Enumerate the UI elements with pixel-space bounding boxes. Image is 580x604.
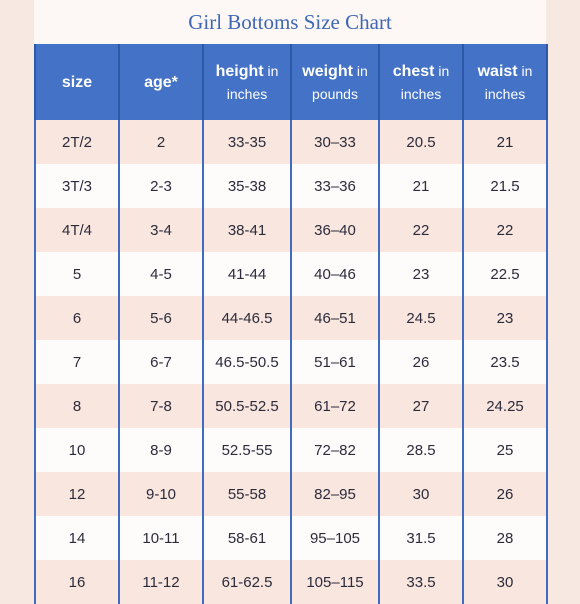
table-row: 3T/3 2-3 35-38 33–36 21 21.5 bbox=[34, 164, 548, 208]
chest-cell: 22 bbox=[378, 208, 464, 252]
size-cell: 10 bbox=[34, 428, 120, 472]
height-cell: 55-58 bbox=[202, 472, 292, 516]
size-cell: 3T/3 bbox=[34, 164, 120, 208]
size-cell: 14 bbox=[34, 516, 120, 560]
table-row: 14 10-11 58-61 95–105 31.5 28 bbox=[34, 516, 548, 560]
age-cell: 6-7 bbox=[118, 340, 204, 384]
height-cell: 41-44 bbox=[202, 252, 292, 296]
waist-cell: 28 bbox=[462, 516, 548, 560]
weight-cell: 36–40 bbox=[290, 208, 380, 252]
age-cell: 8-9 bbox=[118, 428, 204, 472]
height-cell: 35-38 bbox=[202, 164, 292, 208]
table-row: 2T/2 2 33-35 30–33 20.5 21 bbox=[34, 120, 548, 164]
header-age: age* bbox=[118, 44, 204, 120]
size-cell: 12 bbox=[34, 472, 120, 516]
waist-cell: 22.5 bbox=[462, 252, 548, 296]
header-height: height in inches bbox=[202, 44, 292, 120]
weight-cell: 46–51 bbox=[290, 296, 380, 340]
chest-cell: 24.5 bbox=[378, 296, 464, 340]
chest-cell: 20.5 bbox=[378, 120, 464, 164]
chest-cell: 30 bbox=[378, 472, 464, 516]
waist-cell: 24.25 bbox=[462, 384, 548, 428]
height-cell: 46.5-50.5 bbox=[202, 340, 292, 384]
chest-cell: 23 bbox=[378, 252, 464, 296]
chest-cell: 26 bbox=[378, 340, 464, 384]
header-waist: waist in inches bbox=[462, 44, 548, 120]
table-row: 10 8-9 52.5-55 72–82 28.5 25 bbox=[34, 428, 548, 472]
age-cell: 9-10 bbox=[118, 472, 204, 516]
size-cell: 5 bbox=[34, 252, 120, 296]
waist-cell: 21 bbox=[462, 120, 548, 164]
waist-cell: 30 bbox=[462, 560, 548, 604]
weight-cell: 30–33 bbox=[290, 120, 380, 164]
height-cell: 38-41 bbox=[202, 208, 292, 252]
weight-cell: 105–115 bbox=[290, 560, 380, 604]
header-chest: chest in inches bbox=[378, 44, 464, 120]
chart-title: Girl Bottoms Size Chart bbox=[188, 9, 392, 34]
height-cell: 33-35 bbox=[202, 120, 292, 164]
weight-cell: 33–36 bbox=[290, 164, 380, 208]
age-cell: 7-8 bbox=[118, 384, 204, 428]
height-cell: 61-62.5 bbox=[202, 560, 292, 604]
age-cell: 2 bbox=[118, 120, 204, 164]
table-row: 7 6-7 46.5-50.5 51–61 26 23.5 bbox=[34, 340, 548, 384]
size-cell: 8 bbox=[34, 384, 120, 428]
table-row: 12 9-10 55-58 82–95 30 26 bbox=[34, 472, 548, 516]
chest-cell: 33.5 bbox=[378, 560, 464, 604]
height-cell: 50.5-52.5 bbox=[202, 384, 292, 428]
header-weight: weight in pounds bbox=[290, 44, 380, 120]
waist-cell: 22 bbox=[462, 208, 548, 252]
chest-cell: 27 bbox=[378, 384, 464, 428]
weight-cell: 51–61 bbox=[290, 340, 380, 384]
age-cell: 2-3 bbox=[118, 164, 204, 208]
waist-cell: 23.5 bbox=[462, 340, 548, 384]
table-row: 4T/4 3-4 38-41 36–40 22 22 bbox=[34, 208, 548, 252]
waist-cell: 26 bbox=[462, 472, 548, 516]
weight-cell: 95–105 bbox=[290, 516, 380, 560]
size-chart-page: Girl Bottoms Size Chart size age* height… bbox=[34, 0, 548, 604]
waist-cell: 21.5 bbox=[462, 164, 548, 208]
weight-cell: 82–95 bbox=[290, 472, 380, 516]
weight-cell: 72–82 bbox=[290, 428, 380, 472]
height-cell: 52.5-55 bbox=[202, 428, 292, 472]
age-cell: 4-5 bbox=[118, 252, 204, 296]
size-table: size age* height in inches weight in pou… bbox=[34, 44, 548, 604]
waist-cell: 23 bbox=[462, 296, 548, 340]
size-cell: 4T/4 bbox=[34, 208, 120, 252]
table-row: 6 5-6 44-46.5 46–51 24.5 23 bbox=[34, 296, 548, 340]
age-cell: 10-11 bbox=[118, 516, 204, 560]
table-row: 5 4-5 41-44 40–46 23 22.5 bbox=[34, 252, 548, 296]
weight-cell: 40–46 bbox=[290, 252, 380, 296]
height-cell: 58-61 bbox=[202, 516, 292, 560]
age-cell: 5-6 bbox=[118, 296, 204, 340]
chest-cell: 28.5 bbox=[378, 428, 464, 472]
size-cell: 7 bbox=[34, 340, 120, 384]
header-size: size bbox=[34, 44, 120, 120]
size-cell: 2T/2 bbox=[34, 120, 120, 164]
chest-cell: 21 bbox=[378, 164, 464, 208]
table-row: 8 7-8 50.5-52.5 61–72 27 24.25 bbox=[34, 384, 548, 428]
age-cell: 11-12 bbox=[118, 560, 204, 604]
waist-cell: 25 bbox=[462, 428, 548, 472]
header-row: size age* height in inches weight in pou… bbox=[34, 44, 548, 120]
height-cell: 44-46.5 bbox=[202, 296, 292, 340]
chest-cell: 31.5 bbox=[378, 516, 464, 560]
weight-cell: 61–72 bbox=[290, 384, 380, 428]
size-cell: 6 bbox=[34, 296, 120, 340]
table-row: 16 11-12 61-62.5 105–115 33.5 30 bbox=[34, 560, 548, 604]
size-cell: 16 bbox=[34, 560, 120, 604]
age-cell: 3-4 bbox=[118, 208, 204, 252]
